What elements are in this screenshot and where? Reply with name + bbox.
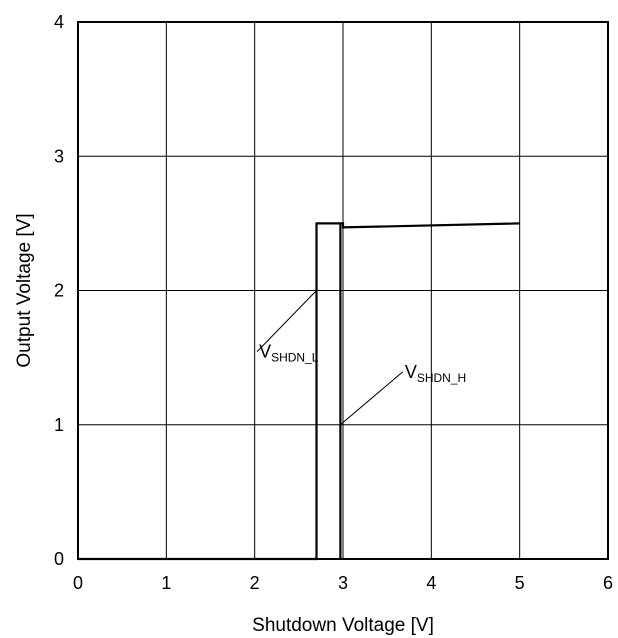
series-line-0 [78,222,520,561]
y-tick-label-3: 3 [54,146,64,166]
y-tick-label-4: 4 [54,12,64,32]
x-tick-label-0: 0 [73,573,83,593]
x-tick-label-3: 3 [338,573,348,593]
x-tick-label-1: 1 [161,573,171,593]
annotation-label-1: VSHDN_H [405,362,466,385]
x-tick-label-4: 4 [426,573,436,593]
plot-frame [77,21,609,560]
x-tick-label-5: 5 [515,573,525,593]
y-tick-label-1: 1 [54,415,64,435]
annotation-leader-0 [256,290,317,352]
x-tick-labels: 0 1 2 3 4 5 6 [73,573,613,593]
x-tick-label-6: 6 [603,573,613,593]
series-layer [78,222,520,561]
annotation-leader-1 [340,371,404,426]
y-tick-label-2: 2 [54,281,64,301]
y-tick-label-0: 0 [54,549,64,569]
grid [78,22,608,559]
y-tick-labels: 0 1 2 3 4 [54,12,64,569]
y-axis-label: Output Voltage [V] [14,213,35,367]
x-tick-label-2: 2 [250,573,260,593]
annotation-main-1: V [405,362,417,382]
annotation-main-0: V [259,342,271,362]
annotation-sub-1: SHDN_H [417,371,466,385]
annotation-label-0: VSHDN_L [259,342,319,365]
annotation-sub-0: SHDN_L [271,351,319,365]
x-axis-label: Shutdown Voltage [V] [252,615,434,636]
